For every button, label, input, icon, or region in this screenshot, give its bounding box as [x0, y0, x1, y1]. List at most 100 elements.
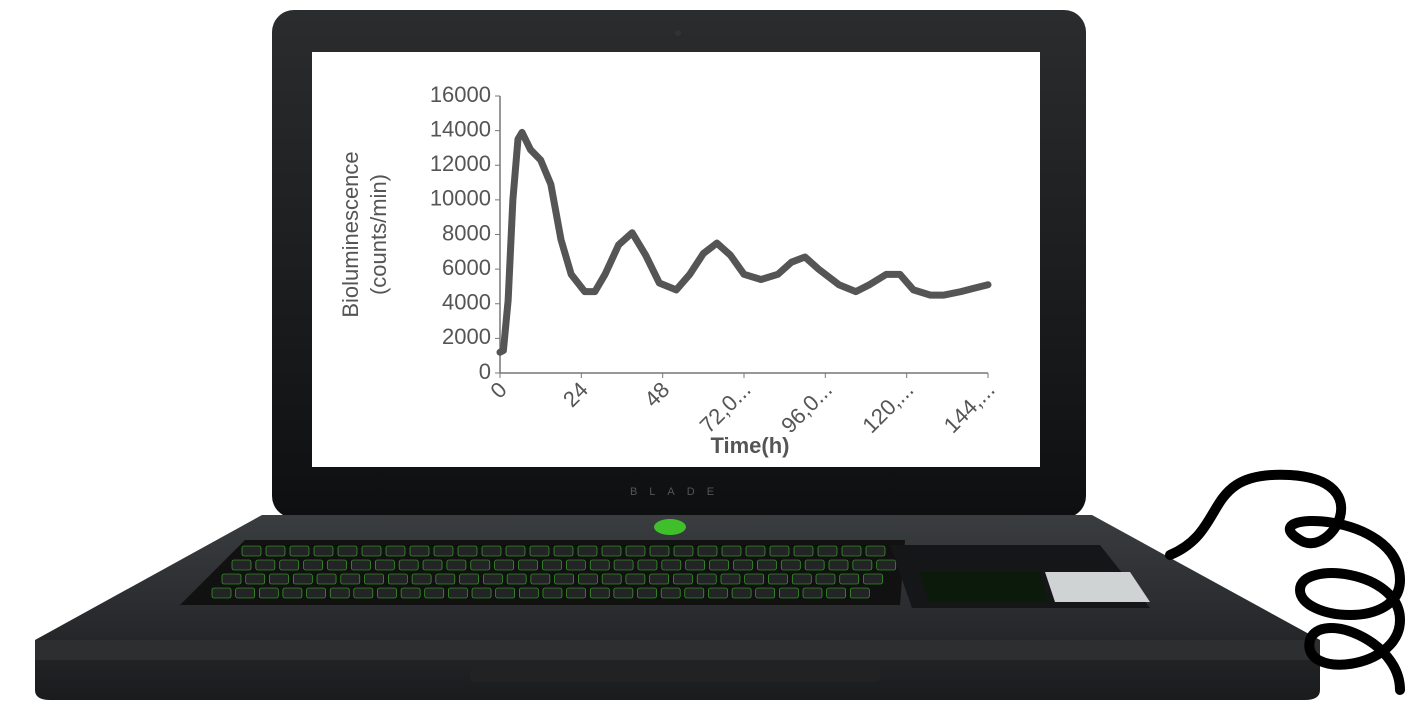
key [555, 574, 574, 584]
camera [675, 30, 681, 36]
key [578, 546, 597, 556]
key [745, 574, 764, 584]
key [673, 574, 692, 584]
screen [312, 52, 1040, 467]
key [602, 574, 621, 584]
key [246, 574, 265, 584]
key [757, 560, 776, 570]
key [746, 546, 765, 556]
key [365, 574, 384, 584]
key [460, 574, 479, 584]
key [626, 546, 645, 556]
key [674, 546, 693, 556]
key [554, 546, 573, 556]
key [410, 546, 429, 556]
key [781, 560, 800, 570]
key [531, 574, 550, 584]
key [283, 588, 302, 598]
key [530, 546, 549, 556]
base-edge [35, 640, 1320, 660]
y-tick-label: 16000 [430, 82, 491, 107]
scene: BLADE 0200040006000800010000120001400016… [0, 0, 1411, 702]
key [650, 546, 669, 556]
key [507, 574, 526, 584]
key [256, 560, 275, 570]
key [236, 588, 255, 598]
key [388, 574, 407, 584]
key [386, 546, 405, 556]
key [351, 560, 370, 570]
key [792, 574, 811, 584]
trackpad-logo-area [920, 572, 1048, 602]
key [436, 574, 455, 584]
key [496, 588, 515, 598]
key [472, 588, 491, 598]
key [614, 588, 633, 598]
key [877, 560, 896, 570]
key [578, 574, 597, 584]
key [330, 588, 349, 598]
key [328, 560, 347, 570]
key [542, 560, 561, 570]
key [543, 588, 562, 598]
key [768, 574, 787, 584]
key [829, 560, 848, 570]
key [803, 588, 822, 598]
y-tick-label: 14000 [430, 116, 491, 141]
key [614, 560, 633, 570]
key [448, 588, 467, 598]
key [686, 560, 705, 570]
key [661, 588, 680, 598]
key [280, 560, 299, 570]
key [232, 560, 251, 570]
key [602, 546, 621, 556]
x-axis-label: Time(h) [710, 433, 789, 458]
key [304, 560, 323, 570]
key [290, 546, 309, 556]
key [338, 546, 357, 556]
key [495, 560, 514, 570]
key [697, 574, 716, 584]
key [425, 588, 444, 598]
key [733, 560, 752, 570]
key [314, 546, 333, 556]
key [212, 588, 231, 598]
key [708, 588, 727, 598]
logo [654, 519, 686, 535]
y-tick-label: 6000 [442, 255, 491, 280]
key [567, 588, 586, 598]
key [362, 546, 381, 556]
key [471, 560, 490, 570]
y-axis-label: Bioluminescence [338, 151, 363, 317]
key [434, 546, 453, 556]
key [519, 588, 538, 598]
key [794, 546, 813, 556]
hinge-notch [470, 668, 880, 682]
key [710, 560, 729, 570]
y-axis-label: (counts/min) [366, 174, 391, 295]
key [770, 546, 789, 556]
key [816, 574, 835, 584]
y-tick-label: 4000 [442, 290, 491, 315]
key [566, 560, 585, 570]
key [590, 560, 609, 570]
key [685, 588, 704, 598]
key [638, 588, 657, 598]
key [242, 546, 261, 556]
key [840, 574, 859, 584]
key [864, 574, 883, 584]
key [722, 546, 741, 556]
key [805, 560, 824, 570]
key [412, 574, 431, 584]
key [222, 574, 241, 584]
key [266, 546, 285, 556]
y-tick-label: 12000 [430, 151, 491, 176]
key [638, 560, 657, 570]
key [818, 546, 837, 556]
key [482, 546, 501, 556]
key [853, 560, 872, 570]
key [423, 560, 442, 570]
key [375, 560, 394, 570]
page: BLADE 0200040006000800010000120001400016… [0, 0, 1411, 702]
key [317, 574, 336, 584]
